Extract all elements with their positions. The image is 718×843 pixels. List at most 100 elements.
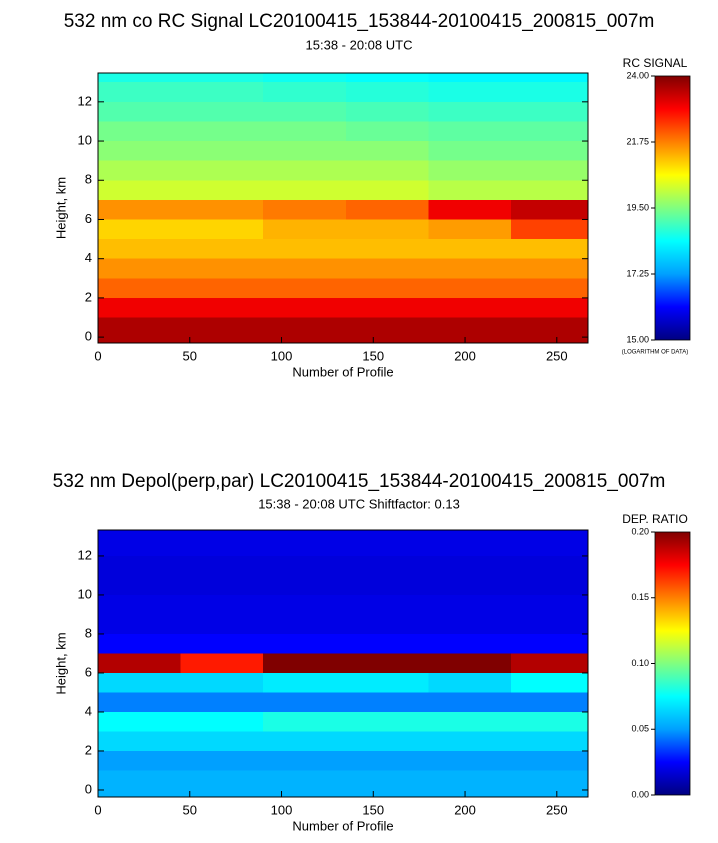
heatmap-cell [345, 317, 429, 343]
heatmap-cell [263, 258, 346, 279]
heatmap-cell [180, 73, 264, 83]
y-tick-label: 8 [85, 172, 92, 187]
y-tick-label: 0 [85, 781, 92, 796]
heatmap-cell [510, 731, 588, 751]
plot-frame [97, 72, 589, 344]
heatmap-cell [98, 633, 181, 654]
heatmap-cell [263, 633, 346, 654]
heatmap-cell [98, 219, 181, 240]
heatmap-cell [428, 633, 511, 654]
heatmap-cell [510, 653, 588, 673]
heatmap-cell [180, 297, 264, 318]
heatmap-cell [98, 575, 181, 595]
chart-subtitle: 15:38 - 20:08 UTC [306, 37, 413, 52]
heatmap-cell [98, 692, 181, 712]
heatmap-cell [345, 614, 429, 634]
heatmap-cell [345, 555, 429, 576]
heatmap-cell [510, 101, 588, 122]
colorbar-tick-label: 0.00 [631, 789, 649, 799]
heatmap-cell [98, 530, 181, 537]
heatmap-cell [428, 653, 511, 673]
heatmap-cell [263, 73, 346, 83]
x-tick-label: 250 [546, 802, 568, 817]
heatmap-cell [345, 731, 429, 751]
colorbar-title: RC SIGNAL [623, 56, 688, 70]
heatmap-cell [345, 770, 429, 797]
heatmap-cell [180, 141, 264, 161]
heatmap-cell [345, 672, 429, 693]
y-tick-label: 12 [78, 93, 92, 108]
heatmap-cell [345, 692, 429, 712]
y-tick-label: 12 [78, 547, 92, 562]
heatmap-cell [428, 239, 511, 259]
heatmap-cell [428, 82, 511, 102]
y-tick-label: 10 [78, 586, 92, 601]
heatmap-cell [428, 258, 511, 279]
heatmap-cell [180, 594, 264, 615]
x-tick-label: 100 [271, 802, 293, 817]
heatmap-cell [510, 692, 588, 712]
y-tick-label: 6 [85, 211, 92, 226]
heatmap-cell [263, 530, 346, 537]
heatmap-cell [180, 653, 264, 673]
heatmap-cell [510, 536, 588, 556]
heatmap-cell [263, 555, 346, 576]
heatmap-cell [180, 711, 264, 732]
heatmap-cell [180, 278, 264, 298]
heatmap-cell [98, 239, 181, 259]
heatmap-cell [263, 199, 346, 220]
heatmap-cell [263, 536, 346, 556]
colorbar [654, 531, 691, 796]
chart-subtitle: 15:38 - 20:08 UTC Shiftfactor: 0.13 [258, 496, 460, 511]
heatmap-cell [428, 317, 511, 343]
heatmap-cell [180, 575, 264, 595]
heatmap-cell [428, 160, 511, 181]
heatmap-cell [345, 258, 429, 279]
heatmap-cell [428, 73, 511, 83]
heatmap-cell [345, 121, 429, 142]
heatmap-cell [180, 160, 264, 181]
y-tick-label: 2 [85, 289, 92, 304]
colorbar-tick-label: 0.05 [631, 724, 649, 734]
heatmap-cell [510, 594, 588, 615]
heatmap-cell [345, 711, 429, 732]
heatmap-cell [345, 199, 429, 220]
heatmap-cell [98, 672, 181, 693]
heatmap-cell [428, 101, 511, 122]
heatmap-cell [345, 180, 429, 200]
heatmap-cell [98, 101, 181, 122]
heatmap-cell [98, 160, 181, 181]
heatmap-cell [510, 141, 588, 161]
colorbar-title: DEP. RATIO [622, 512, 688, 526]
heatmap-cell [98, 278, 181, 298]
x-tick-label: 50 [183, 348, 197, 363]
heatmap-cell [180, 692, 264, 712]
y-tick-label: 10 [78, 132, 92, 147]
y-tick-label: 2 [85, 742, 92, 757]
heatmap-cell [510, 575, 588, 595]
heatmap-cell [345, 297, 429, 318]
heatmap-cell [510, 258, 588, 279]
heatmap-cell [263, 278, 346, 298]
heatmap-cell [345, 141, 429, 161]
colorbar-note: (LOGARITHM OF DATA) [622, 350, 688, 356]
heatmap-cell [345, 536, 429, 556]
heatmap-cell [345, 653, 429, 673]
heatmap-cell [98, 141, 181, 161]
heatmap-cell [510, 614, 588, 634]
colorbar-tick-label: 17.25 [626, 268, 649, 278]
heatmap-cell [263, 594, 346, 615]
x-axis-label: Number of Profile [292, 364, 393, 379]
heatmap-cell [428, 199, 511, 220]
heatmap-cell [428, 536, 511, 556]
colorbar-tick-label: 15.00 [626, 334, 649, 344]
heatmap-cell [263, 750, 346, 771]
heatmap-cell [510, 199, 588, 220]
heatmap-cell [180, 239, 264, 259]
heatmap-cell [510, 317, 588, 343]
y-tick-label: 4 [85, 250, 92, 265]
heatmap-cell [510, 530, 588, 537]
heatmap-cell [345, 278, 429, 298]
y-axis-label: Height, km [53, 632, 68, 694]
x-tick-label: 0 [94, 348, 101, 363]
